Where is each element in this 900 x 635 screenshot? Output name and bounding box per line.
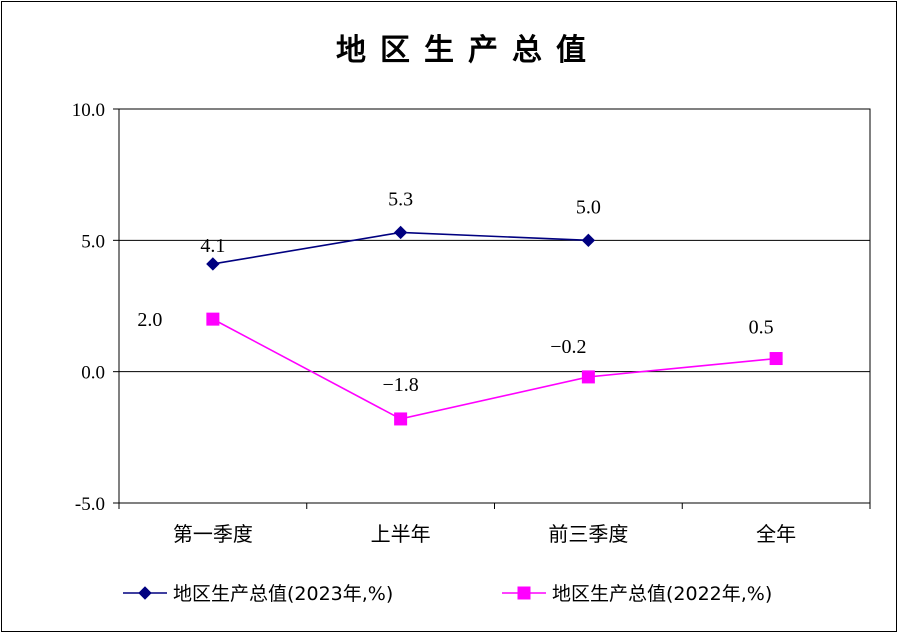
point-square [517, 586, 531, 600]
y-tick-label: 5.0 [81, 231, 105, 252]
point-square [581, 370, 595, 384]
axes: 10.0 5.0 0.0 -5.0 第一季度 上半年 前三季度 全年 [72, 100, 871, 546]
series-line [212, 318, 777, 420]
data-label: 4.1 [200, 235, 225, 257]
legend-item-1: 地区生产总值(2023年,%) [123, 583, 393, 605]
series-2 [206, 312, 783, 426]
data-label: −1.8 [382, 374, 418, 396]
point-diamond [206, 257, 220, 271]
data-label: −0.2 [550, 336, 586, 358]
point-diamond [581, 233, 596, 248]
x-category-label: 全年 [756, 522, 796, 546]
point-diamond [138, 586, 152, 600]
point-square [769, 352, 783, 366]
x-category-label: 上半年 [371, 522, 431, 546]
point-square [206, 312, 220, 326]
series-1 [206, 225, 596, 271]
y-tick-label: 10.0 [72, 100, 105, 121]
x-category-label: 第一季度 [173, 522, 253, 546]
y-tick-label: 0.0 [81, 363, 105, 384]
data-labels: 4.1 5.3 5.0 2.0 −1.8 −0.2 0.5 [137, 188, 773, 395]
legend-label: 地区生产总值(2022年,%) [552, 583, 772, 605]
plot-area [118, 108, 871, 504]
legend-item-2: 地区生产总值(2022年,%) [502, 583, 772, 605]
data-label: 5.0 [576, 196, 601, 218]
data-label: 0.5 [749, 317, 774, 339]
series-layer [206, 225, 783, 426]
data-label: 2.0 [137, 309, 162, 331]
legend: 地区生产总值(2023年,%) 地区生产总值(2022年,%) [123, 583, 772, 605]
x-category-label: 前三季度 [548, 522, 628, 546]
data-label: 5.3 [388, 188, 413, 210]
point-diamond [393, 225, 408, 240]
point-square [394, 412, 408, 426]
legend-label: 地区生产总值(2023年,%) [173, 583, 393, 605]
chart-title: 地区生产总值 [336, 33, 600, 68]
gridlines [119, 239, 870, 373]
y-tick-label: -5.0 [75, 494, 105, 515]
